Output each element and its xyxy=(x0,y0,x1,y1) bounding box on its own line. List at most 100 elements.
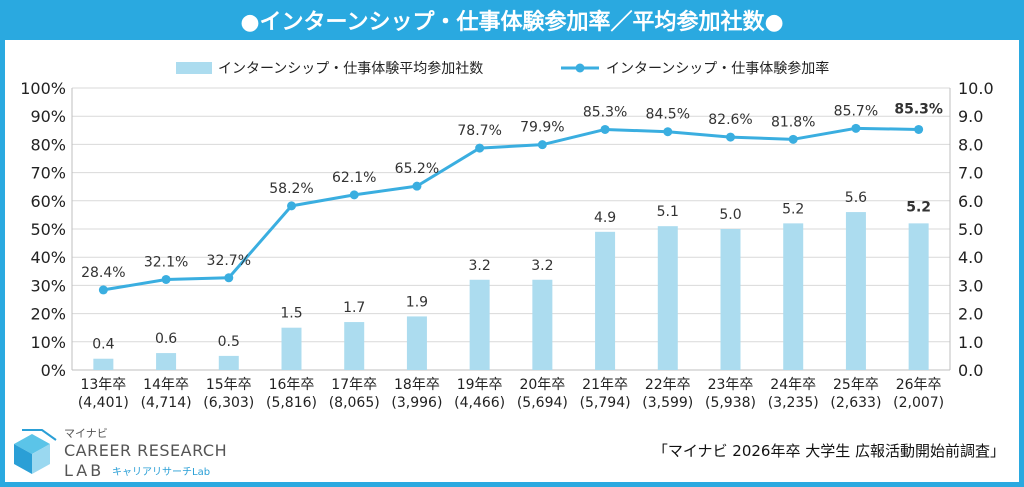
category-label: 26年卒 xyxy=(896,377,942,393)
line-point xyxy=(98,285,108,295)
legend-bar-swatch xyxy=(176,62,212,74)
sample-size-label: (8,065) xyxy=(329,395,380,411)
bar xyxy=(845,212,866,370)
line-point xyxy=(663,127,673,137)
y-left-tick-label: 80% xyxy=(30,135,66,154)
bar xyxy=(156,353,177,370)
category-label: 16年卒 xyxy=(269,377,315,393)
line-value-label: 85.3% xyxy=(583,104,627,120)
category-label: 15年卒 xyxy=(206,377,252,393)
bar-value-label: 4.9 xyxy=(594,210,616,226)
category-label: 13年卒 xyxy=(80,377,126,393)
bar-value-label: 1.7 xyxy=(343,300,365,316)
logo-sub: キャリアリサーチLab xyxy=(112,466,210,478)
line-value-label: 58.2% xyxy=(269,181,313,197)
line-value-label: 81.8% xyxy=(771,114,815,130)
y-right-tick-label: 5.0 xyxy=(958,220,983,239)
line-value-label: 32.1% xyxy=(144,254,188,270)
line-point xyxy=(161,274,171,284)
sample-size-label: (3,996) xyxy=(391,395,442,411)
bar-value-label: 5.2 xyxy=(782,201,804,217)
legend-line-label: インターンシップ・仕事体験参加率 xyxy=(606,60,829,77)
line-point xyxy=(600,124,610,134)
line-value-label: 28.4% xyxy=(81,265,125,281)
bar-value-label: 0.4 xyxy=(92,337,114,353)
bar xyxy=(406,316,427,370)
y-right-tick-label: 7.0 xyxy=(958,164,983,183)
legend-bar-label: インターンシップ・仕事体験平均参加社数 xyxy=(218,60,483,77)
line-point xyxy=(412,181,422,191)
category-label: 22年卒 xyxy=(645,377,691,393)
y-left-tick-label: 70% xyxy=(30,164,66,183)
logo-cube-icon xyxy=(14,429,57,474)
sample-size-label: (5,938) xyxy=(705,395,756,411)
line-value-label: 82.6% xyxy=(708,112,752,128)
sample-size-label: (3,599) xyxy=(642,395,693,411)
line-point xyxy=(537,140,547,150)
sample-size-label: (2,007) xyxy=(893,395,944,411)
bar xyxy=(532,279,553,370)
line-point xyxy=(788,134,798,144)
bar xyxy=(720,229,741,370)
y-left-tick-label: 0% xyxy=(41,361,66,380)
line-value-label: 62.1% xyxy=(332,170,376,186)
y-right-tick-label: 8.0 xyxy=(958,135,983,154)
bar xyxy=(657,226,678,370)
line-value-label: 85.7% xyxy=(834,103,878,119)
y-right-tick-label: 1.0 xyxy=(958,333,983,352)
logo-line1: CAREER RESEARCH xyxy=(64,441,227,460)
line-value-label: 79.9% xyxy=(520,120,564,136)
line-point xyxy=(475,143,485,153)
line-point xyxy=(726,132,735,142)
sample-size-label: (4,466) xyxy=(454,395,505,411)
y-right-tick-label: 3.0 xyxy=(958,276,983,295)
y-left-tick-label: 40% xyxy=(30,248,66,267)
logo: マイナビ CAREER RESEARCH LAB キャリアリサーチLab xyxy=(14,427,227,480)
line-series xyxy=(98,123,924,295)
bar xyxy=(218,355,239,370)
y-left-tick-label: 20% xyxy=(30,305,66,324)
y-left-tick-label: 30% xyxy=(30,276,66,295)
legend-line-marker xyxy=(575,63,585,73)
bar-value-label: 3.2 xyxy=(531,258,553,274)
y-right-tick-label: 9.0 xyxy=(958,107,983,126)
line-point xyxy=(914,124,924,134)
category-label: 19年卒 xyxy=(457,377,503,393)
sample-size-label: (4,714) xyxy=(141,395,192,411)
category-label: 18年卒 xyxy=(394,377,440,393)
line-value-label: 32.7% xyxy=(207,253,251,269)
sample-size-label: (6,303) xyxy=(203,395,254,411)
bar xyxy=(281,327,302,370)
bar-value-label: 3.2 xyxy=(469,258,491,274)
bar xyxy=(344,322,365,370)
line-point xyxy=(287,201,296,211)
bar-value-label: 0.6 xyxy=(155,331,177,347)
line-value-label: 78.7% xyxy=(457,123,501,139)
y-left-tick-label: 10% xyxy=(30,333,66,352)
bar xyxy=(93,358,114,370)
bar xyxy=(783,223,804,370)
bar-value-label: 5.6 xyxy=(845,190,867,206)
bar-value-label: 0.5 xyxy=(218,334,240,350)
gridlines xyxy=(72,87,950,371)
y-right-tick-label: 6.0 xyxy=(958,192,983,211)
sample-size-label: (5,694) xyxy=(517,395,568,411)
line-value-label: 65.2% xyxy=(395,161,439,177)
sample-size-label: (2,633) xyxy=(830,395,881,411)
chart-title: ●インターンシップ・仕事体験参加率／平均参加社数● xyxy=(240,10,784,35)
category-label: 24年卒 xyxy=(770,377,816,393)
title-bar: ●インターンシップ・仕事体験参加率／平均参加社数● xyxy=(0,0,1024,40)
y-right-tick-label: 2.0 xyxy=(958,305,983,324)
line-point xyxy=(349,190,359,200)
category-label: 25年卒 xyxy=(833,377,879,393)
bar-value-label: 5.1 xyxy=(657,204,679,220)
data-labels: 0.4 0.6 0.5 1.5 1.7 1.9 3.2 3.2 4.9 5.1 5.0 5.2 5.6 5… xyxy=(81,101,943,352)
sample-size-label: (5,816) xyxy=(266,395,317,411)
rate-line xyxy=(103,126,919,292)
legend: インターンシップ・仕事体験平均参加社数 インターンシップ・仕事体験参加率 xyxy=(176,60,829,77)
y-left-tick-label: 60% xyxy=(30,192,66,211)
category-label: 17年卒 xyxy=(331,377,377,393)
bar xyxy=(595,231,616,370)
y-left-tick-label: 100% xyxy=(20,79,66,98)
